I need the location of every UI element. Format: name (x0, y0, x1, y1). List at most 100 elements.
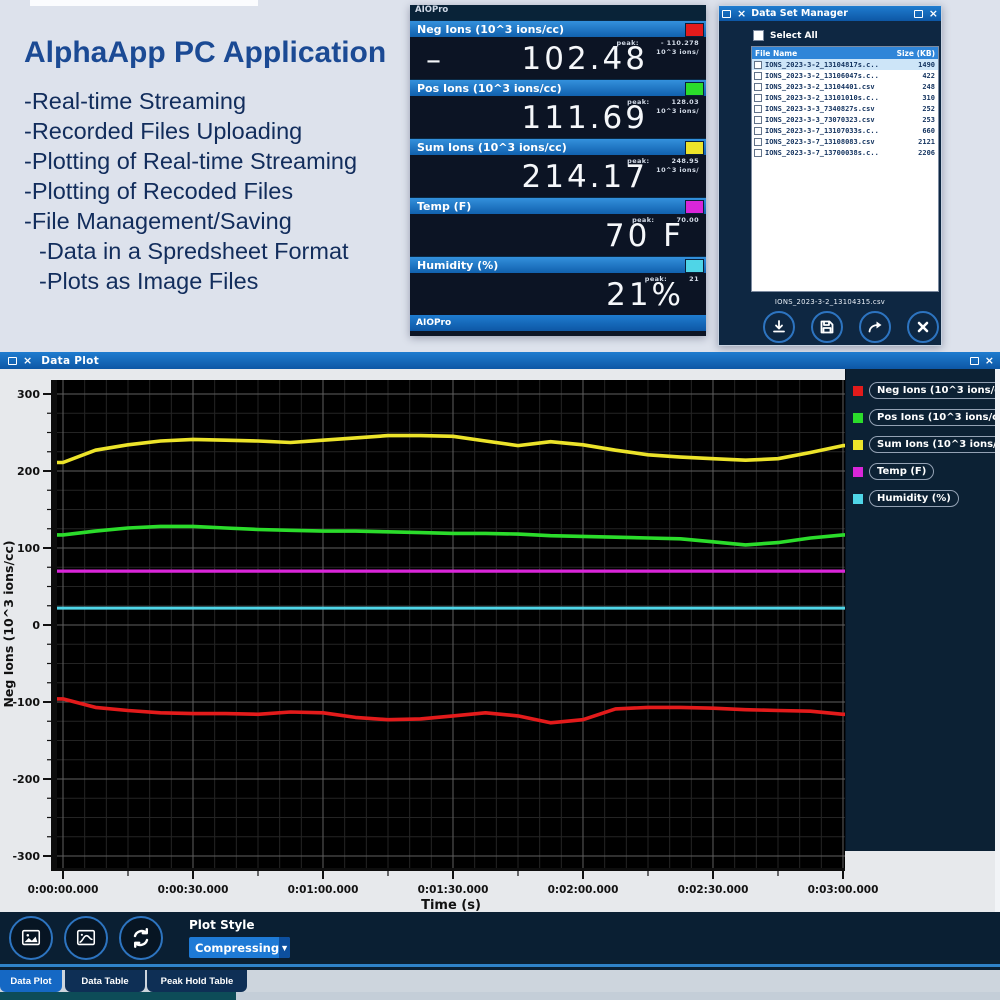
file-row-7[interactable]: IONS_2023-3-7_13108083.csv 2121 (752, 136, 938, 147)
file-size: 248 (922, 82, 935, 91)
legend-label: Temp (F) (869, 463, 935, 480)
channel-color-swatch (685, 23, 704, 37)
restore-icon[interactable] (969, 356, 979, 365)
legend-item-0[interactable]: Neg Ions (10^3 ions/cc) (853, 382, 1000, 399)
file-row-4[interactable]: IONS_2023-3-3_7340827s.csv 252 (752, 103, 938, 114)
file-checkbox[interactable] (754, 104, 762, 113)
refresh-icon (133, 928, 149, 948)
tabbar-top-edge (0, 967, 1000, 970)
file-name: IONS_2023-3-3_7340827s.csv (765, 104, 875, 113)
channel-value: 214.17 (521, 159, 648, 195)
file-checkbox[interactable] (754, 148, 762, 157)
legend-item-4[interactable]: Humidity (%) (853, 490, 959, 507)
save-button[interactable] (811, 311, 843, 343)
select-all-row[interactable]: Select All (753, 30, 818, 41)
restore-icon[interactable] (722, 9, 731, 18)
legend-item-2[interactable]: Sum Ions (10^3 ions/cc) (853, 436, 1000, 453)
channel-value: 21% (606, 277, 684, 313)
feature-panel: AlphaApp PC Application -Real-time Strea… (24, 36, 424, 296)
close-icon[interactable]: × (928, 6, 938, 20)
tab-data-table[interactable]: Data Table (65, 970, 145, 992)
file-size: 2206 (918, 148, 935, 157)
feature-item-4: -File Management/Saving (24, 208, 292, 234)
file-row-1[interactable]: IONS_2023-3-2_13106047s.c.. 422 (752, 70, 938, 81)
close-file-button[interactable] (907, 311, 939, 343)
select-all-checkbox[interactable] (753, 30, 764, 41)
svg-text:0:02:00.000: 0:02:00.000 (548, 884, 619, 896)
peak-readout: peak: 70.00 (632, 216, 699, 224)
restore-icon[interactable] (8, 356, 17, 365)
meter-window: AIOPro Neg Ions (10^3 ions/cc) peak: - 110… (410, 5, 706, 336)
close-icon[interactable]: × (984, 353, 994, 367)
peak-unit: 10^3 ions/ (656, 48, 699, 56)
file-size: 252 (922, 104, 935, 113)
file-checkbox[interactable] (754, 60, 762, 69)
channel-value: 70 F (604, 218, 684, 254)
data-plot-window: × Data Plot × 300 200 100 0 -100 -200 -300 0:00… (0, 352, 1000, 912)
legend-item-3[interactable]: Temp (F) (853, 463, 935, 480)
file-row-2[interactable]: IONS_2023-3-2_13104401.csv 248 (752, 81, 938, 92)
export-button[interactable] (859, 311, 891, 343)
svg-text:200: 200 (17, 465, 40, 478)
plot-style-dropdown[interactable]: Compressing ▼ (189, 937, 290, 958)
image-icon (21, 929, 41, 946)
file-row-0[interactable]: IONS_2023-3-2_13104817s.c.. 1490 (752, 59, 938, 70)
close-icon[interactable]: × (23, 353, 33, 367)
file-row-8[interactable]: IONS_2023-3-7_13700038s.c.. 2206 (752, 147, 938, 158)
file-name: IONS_2023-3-7_13107033s.c.. (765, 126, 879, 135)
file-checkbox[interactable] (754, 71, 762, 80)
file-list[interactable]: File Name Size (KB) IONS_2023-3-2_131048… (751, 46, 939, 292)
meter-channels: Neg Ions (10^3 ions/cc) peak: - 110.278 10^… (410, 20, 706, 315)
tab-peak-hold-table[interactable]: Peak Hold Table (147, 970, 247, 992)
export-image-alt-button[interactable] (64, 916, 108, 960)
file-checkbox[interactable] (754, 115, 762, 124)
legend-item-1[interactable]: Pos Ions (10^3 ions/cc) (853, 409, 1000, 426)
window-title: Data Plot (41, 354, 100, 367)
file-checkbox[interactable] (754, 82, 762, 91)
feature-item-6: -Plots as Image Files (39, 268, 259, 294)
select-all-label: Select All (770, 30, 818, 41)
download-button[interactable] (763, 311, 795, 343)
file-checkbox[interactable] (754, 137, 762, 146)
meter-titlebar: AIOPro (410, 5, 706, 20)
plot-style-label: Plot Style (189, 918, 255, 932)
file-checkbox[interactable] (754, 93, 762, 102)
file-row-5[interactable]: IONS_2023-3-3_73070323.csv 253 (752, 114, 938, 125)
meter-channel-2: Sum Ions (10^3 ions/cc) peak: 248.95 10^3 i… (410, 138, 706, 197)
restore-icon[interactable] (913, 9, 923, 18)
meter-channel-3: Temp (F) peak: 70.00 70 F (410, 197, 706, 256)
channel-color-swatch (685, 141, 704, 155)
file-name: IONS_2023-3-2_13104817s.c.. (765, 60, 879, 69)
dataset-manager-window: × Data Set Manager × Select All File Nam… (718, 5, 942, 346)
svg-text:0:00:30.000: 0:00:30.000 (158, 884, 229, 896)
meter-channel-0: Neg Ions (10^3 ions/cc) peak: - 110.278 10^… (410, 20, 706, 79)
window-right-edge (995, 369, 1000, 912)
channel-label: Temp (F) (410, 197, 706, 214)
feature-item-0: -Real-time Streaming (24, 88, 247, 114)
value-sign: – (426, 43, 441, 78)
export-icon (868, 321, 881, 333)
top-window-edge (30, 0, 258, 6)
file-size: 1490 (918, 60, 935, 69)
refresh-button[interactable] (119, 916, 163, 960)
svg-text:0:03:00.000: 0:03:00.000 (808, 884, 879, 896)
file-size: 2121 (918, 137, 935, 146)
export-image-button[interactable] (9, 916, 53, 960)
legend-swatch (853, 385, 863, 396)
channel-readout: peak: - 110.278 10^3 ions/ – 102.48 (410, 37, 706, 79)
channel-value: 111.69 (521, 100, 648, 136)
file-checkbox[interactable] (754, 126, 762, 135)
file-row-3[interactable]: IONS_2023-3-2_13101010s.c.. 310 (752, 92, 938, 103)
svg-text:-200: -200 (12, 773, 40, 786)
file-row-6[interactable]: IONS_2023-3-7_13107033s.c.. 660 (752, 125, 938, 136)
tab-data-plot[interactable]: Data Plot (0, 970, 62, 992)
column-size: Size (KB) (896, 48, 935, 58)
channel-readout: peak: 21 21% (410, 273, 706, 315)
plot-style-value: Compressing (195, 940, 280, 955)
svg-text:-300: -300 (12, 850, 40, 863)
svg-text:100: 100 (17, 542, 40, 555)
plot-canvas[interactable]: 300 200 100 0 -100 -200 -300 0:00:00.000 0:00:30… (0, 369, 1000, 912)
close-icon[interactable]: × (737, 6, 747, 20)
channel-color-swatch (685, 259, 704, 273)
